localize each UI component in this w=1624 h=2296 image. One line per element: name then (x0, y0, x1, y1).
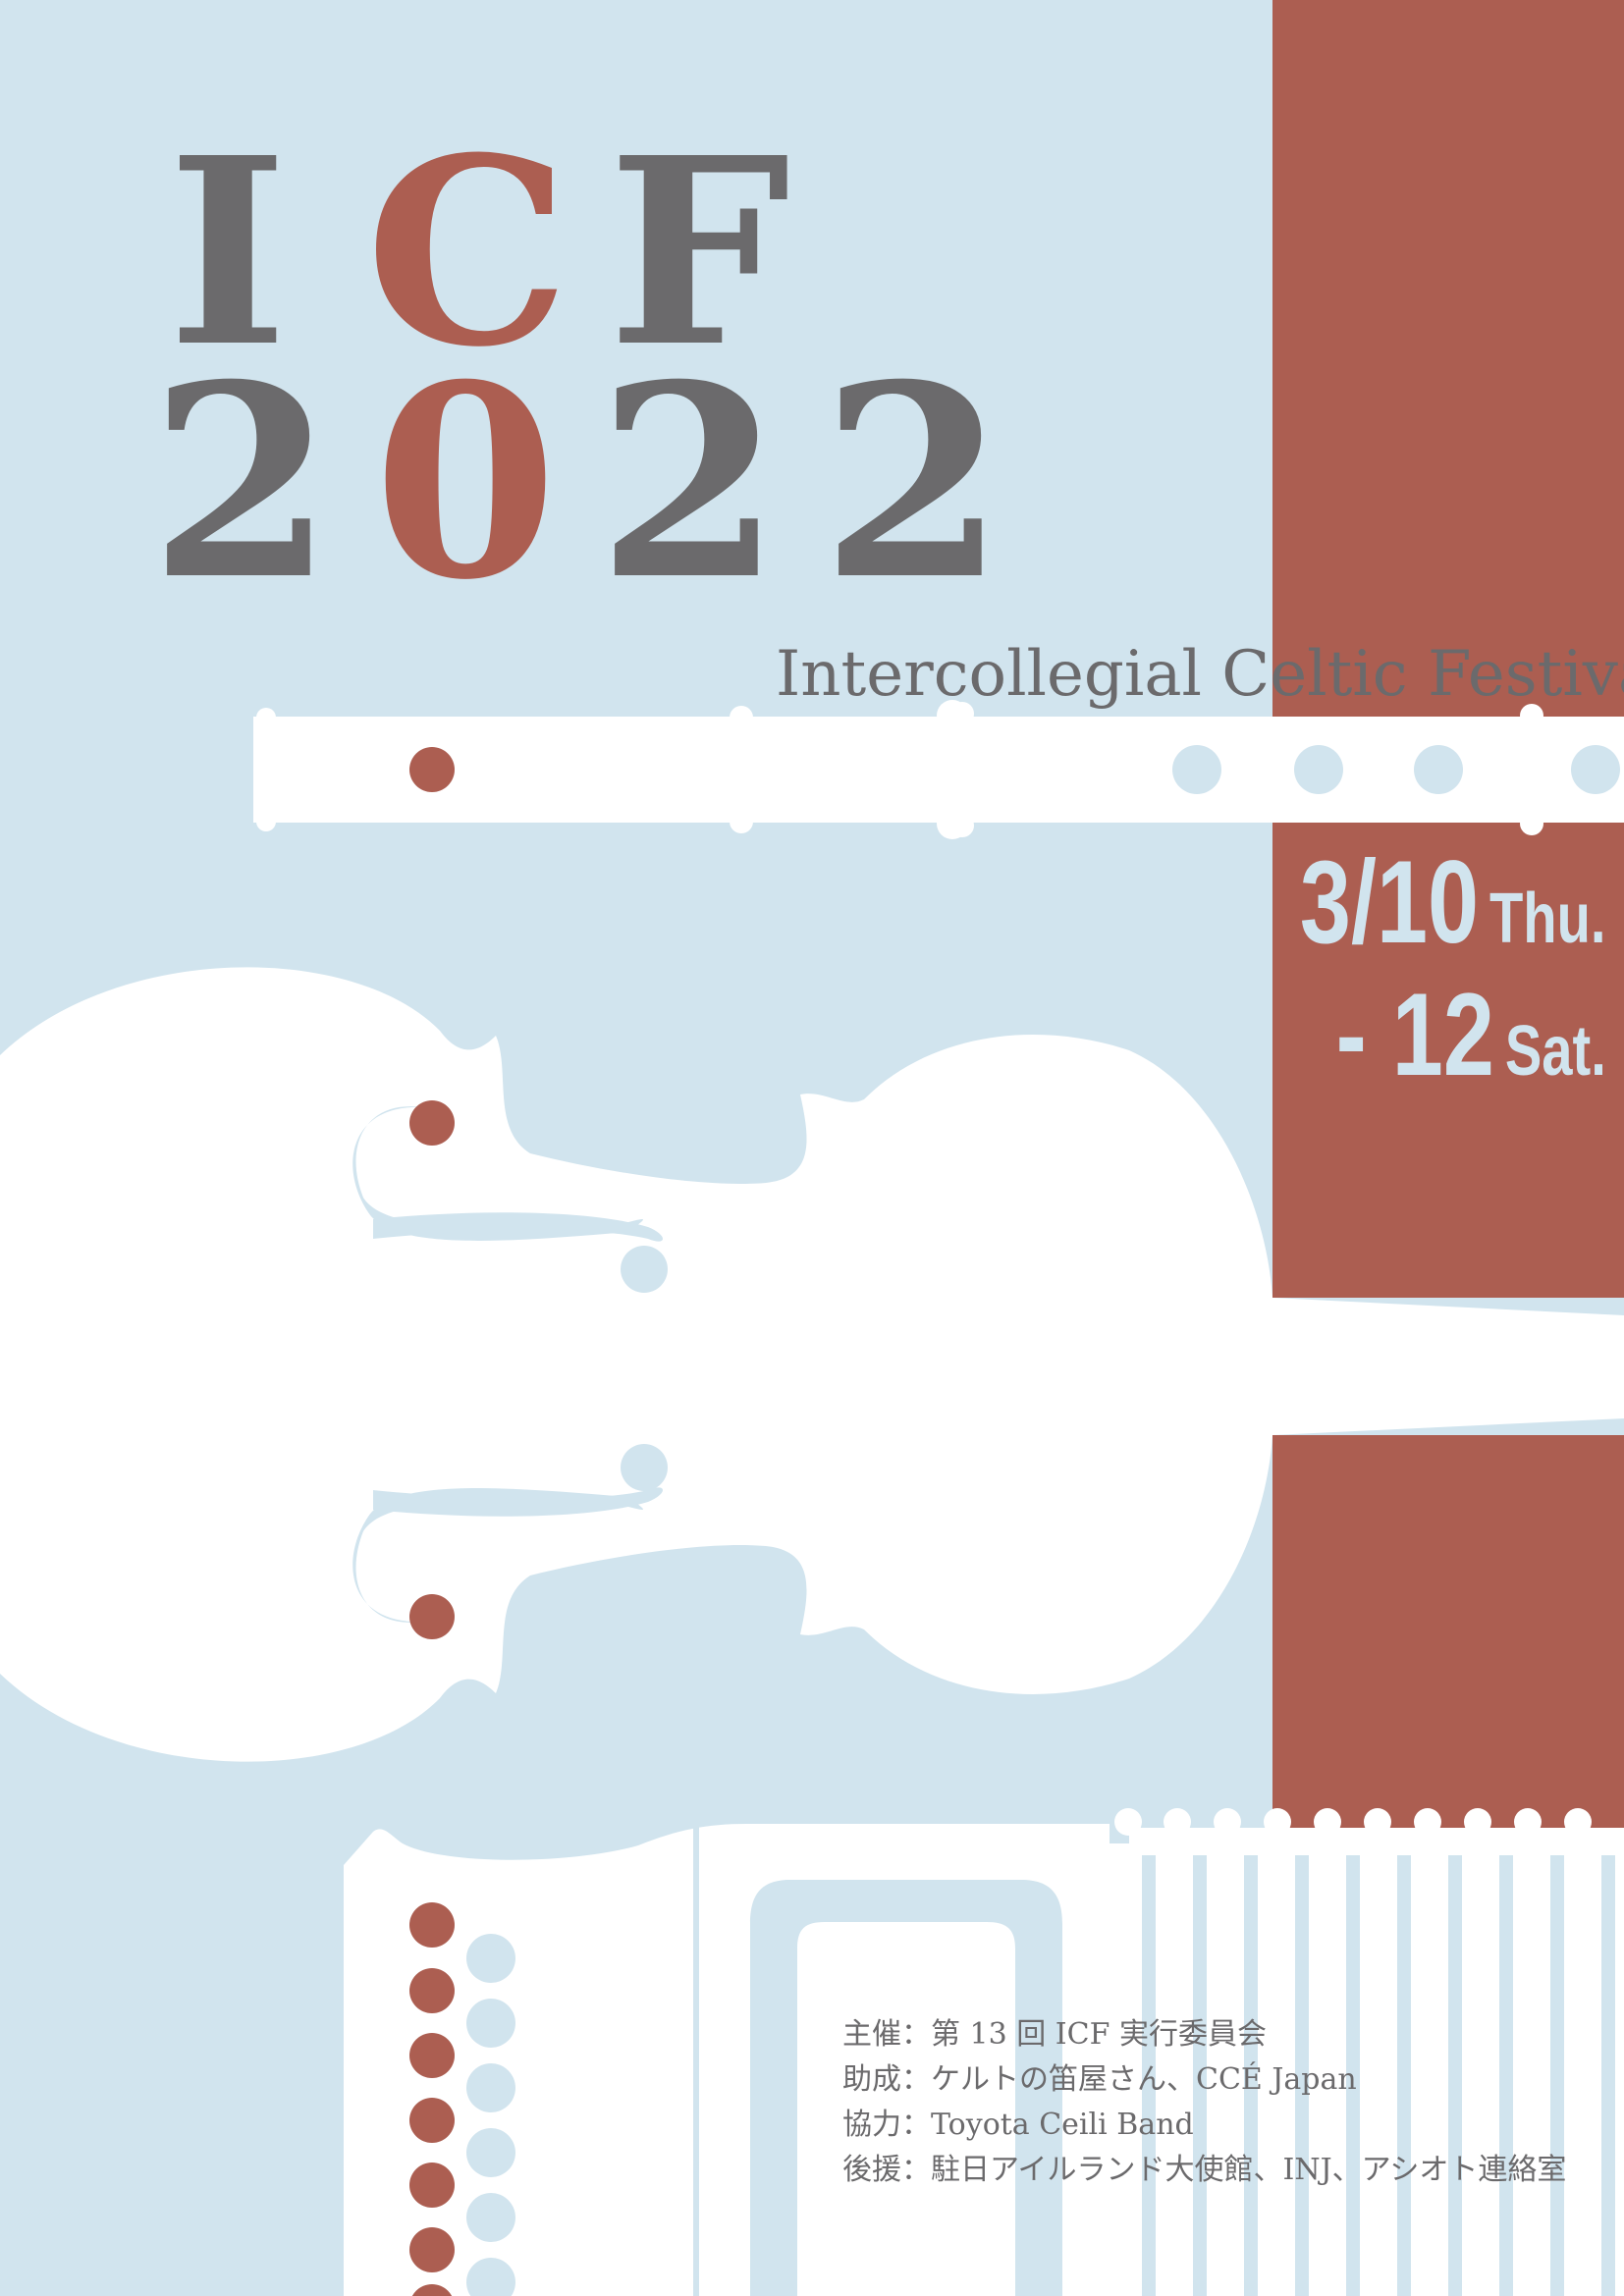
credit-line-support: 後援：駐日アイルランド大使館、INJ、アシオト連絡室 (842, 2153, 1567, 2187)
accordion-illustration (344, 1808, 1624, 2296)
credit-line-grant: 助成：ケルトの笛屋さん、CCÉ Japan (842, 2062, 1357, 2097)
tin-whistle-illustration (253, 700, 1624, 839)
title-year: 2 0 2 2 (130, 349, 1025, 614)
start-date: 3/10 (1300, 836, 1480, 968)
whistle-hole (1294, 745, 1343, 794)
credits-block: 主催：第 13 回 ICF 実行委員会 助成：ケルトの笛屋さん、CCÉ Japa… (842, 2012, 1566, 2193)
fiddle-scroll-dot (621, 1246, 668, 1293)
end-day: Sat. (1505, 1012, 1606, 1091)
title-letter-accent: C (365, 101, 570, 403)
accordion-red-buttons (409, 1902, 455, 2296)
date-end: - 12 Sat. (1336, 967, 1606, 1102)
start-day: Thu. (1489, 880, 1606, 958)
whistle-hole (1172, 745, 1221, 794)
accent-band (1272, 0, 1624, 1828)
date-start: 3/10 Thu. (1300, 834, 1606, 970)
title-letter: I (167, 101, 289, 403)
credit-line-cooperation: 協力：Toyota Ceili Band (842, 2108, 1194, 2142)
title-digit-accent: 0 (373, 326, 558, 638)
whistle-hole-accent (409, 747, 455, 792)
end-date: - 12 (1335, 969, 1495, 1100)
fiddle-peg-accent (409, 1594, 455, 1639)
whistle-hole (1414, 745, 1463, 794)
festival-subtitle: Intercollegial Celtic Festival (776, 638, 1624, 711)
fiddle-illustration (0, 967, 1624, 1762)
title-letter: F (607, 101, 790, 403)
title-digit: 2 (821, 326, 1005, 638)
whistle-hole (1571, 745, 1620, 794)
title-acronym: I C F (130, 124, 797, 381)
accordion-blue-buttons (466, 1934, 515, 2296)
fiddle-peg-accent (409, 1100, 455, 1146)
fiddle-scroll-dot (621, 1444, 668, 1491)
credit-line-organizer: 主催：第 13 回 ICF 実行委員会 (842, 2017, 1267, 2052)
title-digit: 2 (597, 326, 782, 638)
title-digit: 2 (149, 326, 334, 638)
